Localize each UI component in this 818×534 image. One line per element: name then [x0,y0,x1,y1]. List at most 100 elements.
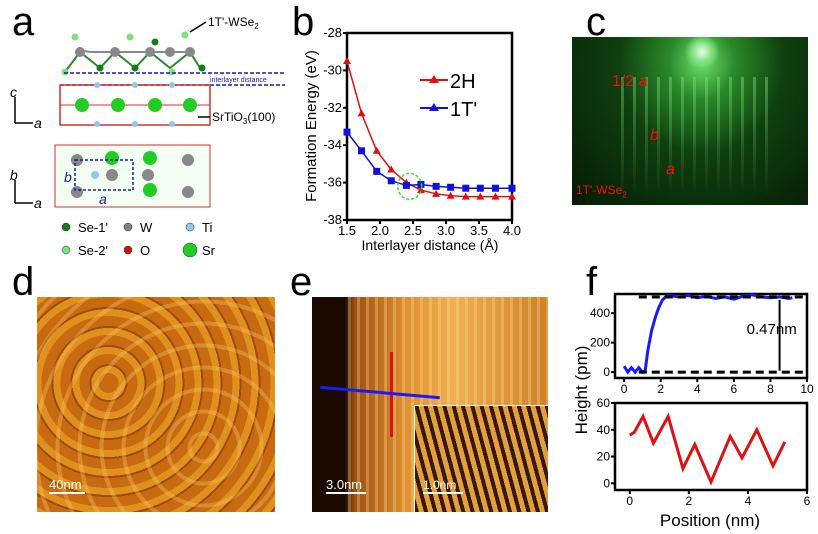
crystal-structure-diagram: 1T'-WSe2 interlayer distance SrTiO3(100)… [10,15,285,258]
top-view [54,144,211,208]
panel-label-c: c [586,0,606,44]
x-tick-label: 2.5 [404,223,422,238]
y-axis-label: Height (pm) [572,346,591,435]
data-point [432,189,441,197]
legend-label: 1T' [450,99,477,121]
data-point [343,57,351,65]
x-tick-label: 8 [767,382,774,396]
legend-marker-3 [61,245,71,255]
cell-b-label: b [64,169,72,185]
legend-marker [429,103,439,111]
data-point [402,181,410,189]
axes-ba-icon: b a [10,167,42,211]
stm-topography-atomic: 1.0nm 3.0nm [312,297,548,512]
data-point [373,167,381,175]
data-point [432,182,440,190]
inset-image: 1.0nm [414,405,548,512]
legend-marker-0 [61,222,71,232]
crossover-circle [396,172,423,201]
legend-label: Se-1' [78,220,108,235]
panel-label-d: d [12,260,35,304]
x-tick-label: 0 [626,494,633,508]
a-label: a [666,161,675,178]
wse2-layer [61,31,206,76]
y-tick-label: -30 [323,62,342,77]
y-tick-label: -38 [323,212,342,227]
arrow-icon [189,21,207,33]
legend-label: W [140,220,153,235]
legend-marker [429,75,439,83]
x-tick-label: 10 [800,382,814,396]
x-tick-label: 6 [804,494,811,508]
step-height-label: 0.47nm [747,321,797,338]
svg-text:1T'-WSe2: 1T'-WSe2 [208,15,259,31]
plot-frame [613,401,809,492]
panel-label-a: a [12,0,35,44]
data-point [476,192,485,200]
y-tick-label: 400 [590,306,610,320]
srtio3-substrate [59,82,211,127]
legend-marker-2 [185,222,195,232]
legend-label: Sr [202,243,216,258]
axes-ca-icon: c a [10,84,42,131]
legend-label: O [140,243,150,258]
y-tick-label: 40 [597,423,611,437]
scale-bar-e: 3.0nm [326,477,366,494]
x-tick-label: 4 [694,382,701,396]
y-tick-label: -28 [323,25,342,40]
data-point [416,186,425,194]
atom-legend: Se-1' W Ti Se-2' O Sr [61,220,216,258]
rheed-sample-label: 1T'-WSe2 [576,183,627,200]
data-point [357,109,366,117]
legend-label: Ti [202,220,212,235]
cell-a-label: a [99,191,107,207]
x-tick-label: 3.5 [470,223,488,238]
y-axis-label: Formation Energy (eV) [303,50,320,202]
legend-marker-1 [123,222,133,232]
data-point [447,183,455,191]
y-tick-label: -34 [323,137,342,152]
scale-bar-d: 40nm [49,477,85,494]
formation-energy-chart: 1.5 2.0 2.5 3.0 3.5 4.0 -28 -30 -32 -34 -36 -38 Inte… [303,25,521,253]
half-a-label: 1/2 [612,73,635,90]
data-point [387,177,395,185]
x-tick-label: 4.0 [503,223,521,238]
data-point [343,128,351,136]
y-tick-label: 0 [603,476,610,490]
x-tick-label: 1.5 [338,223,356,238]
data-point [387,165,396,173]
svg-text:b: b [10,167,18,183]
legend-marker-4 [123,245,133,255]
y-tick-label: 0 [603,365,610,379]
legend-label: Se-2' [78,243,108,258]
legend-label: 2H [450,71,476,93]
b-label: b [650,127,659,144]
interlayer-label: interlayer distance [210,77,267,84]
film-label: 1T'-WSe [208,15,255,29]
scale-bar-inset: 1.0nm [423,478,463,494]
x-axis-label: Interlayer distance (Å) [362,237,499,253]
data-point [476,184,484,192]
y-tick-label: 200 [590,336,610,350]
x-tick-label: 2 [686,494,693,508]
svg-text:a: a [34,115,42,131]
svg-text:c: c [10,84,17,100]
data-point [358,147,366,155]
y-tick-label: -32 [323,100,342,115]
x-tick-label: 0 [621,382,628,396]
data-point [491,192,500,200]
data-point [446,191,455,199]
plot-frame [613,292,809,380]
stm-topography-large: 40nm [37,297,275,512]
data-point [492,184,499,192]
panel-label-e: e [290,260,313,304]
x-tick-label: 4 [745,494,752,508]
x-tick-label: 2 [657,382,664,396]
data-point [508,192,516,200]
data-point [462,184,470,192]
x-tick-label: 2.0 [371,223,389,238]
data-point [461,192,470,200]
y-tick-label: 20 [597,450,611,464]
x-tick-label: 3.0 [437,223,455,238]
